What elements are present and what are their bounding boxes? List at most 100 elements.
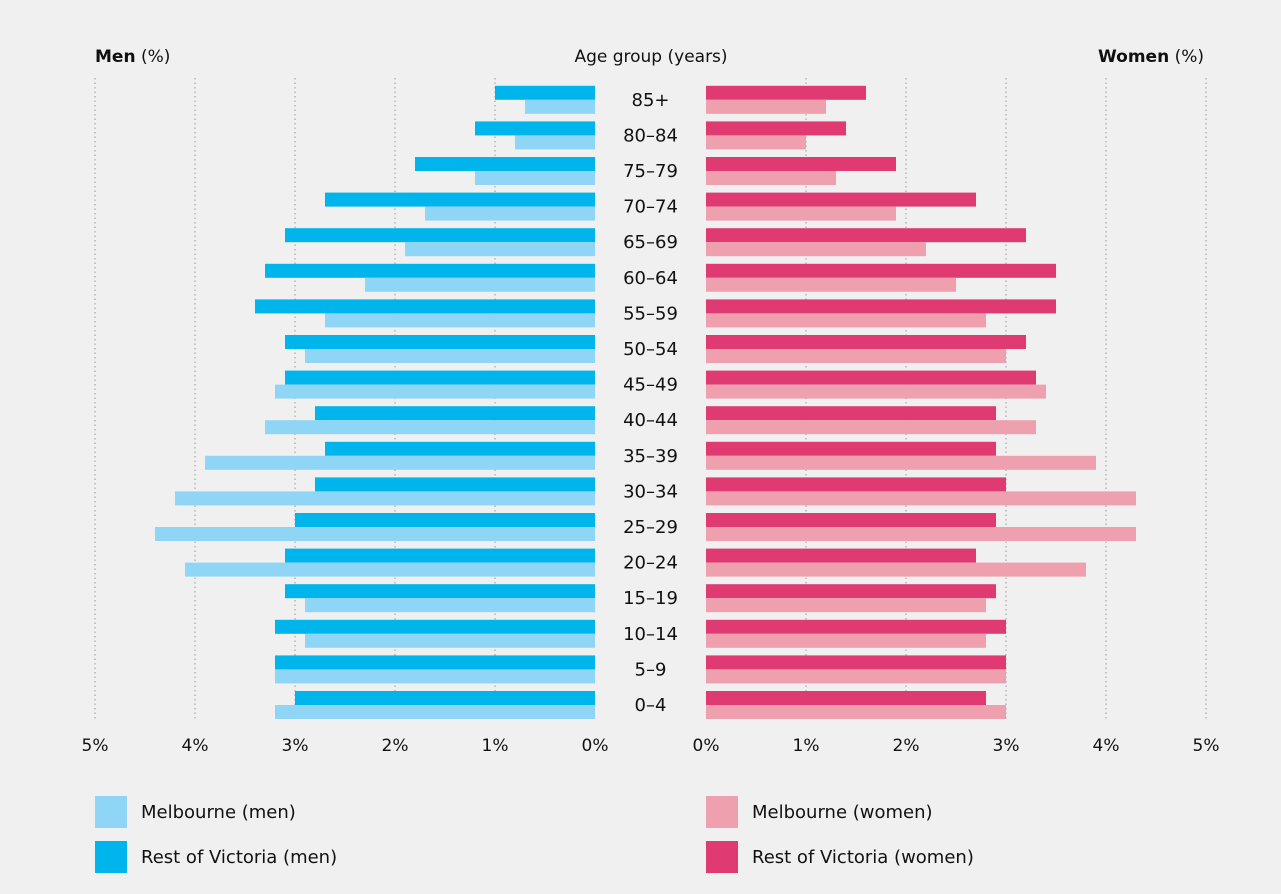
x-tick-label-men: 5% [82,736,109,756]
x-tick-label-men: 4% [182,736,209,756]
age-group-label: 65–69 [623,232,678,253]
bar-rest-of-victoria-women [706,192,976,207]
x-tick-label-women: 5% [1193,736,1220,756]
bar-melbourne-men [475,171,595,185]
bar-rest-of-victoria-men [325,441,595,456]
bar-rest-of-victoria-men [495,85,595,100]
bar-melbourne-women [706,242,926,257]
age-group-axis-title: Age group (years) [574,47,727,67]
bar-melbourne-men [305,633,595,648]
age-group-label: 15–19 [623,588,678,609]
women-axis-title: Women (%) [1098,47,1204,67]
x-tick-label-men: 2% [382,736,409,756]
age-group-label: 70–74 [623,197,678,218]
age-group-label: 0–4 [635,695,667,716]
bar-melbourne-men [305,598,595,613]
bar-rest-of-victoria-women [706,299,1056,314]
age-group-label: 45–49 [623,375,678,396]
bar-rest-of-victoria-women [706,513,996,527]
bar-melbourne-women [706,277,956,292]
age-group-label: 50–54 [623,339,678,360]
bar-melbourne-women [706,206,896,221]
age-group-label: 25–29 [623,517,678,538]
bar-rest-of-victoria-men [415,157,595,171]
bar-rest-of-victoria-men [265,263,595,278]
age-group-label: 75–79 [623,161,678,182]
bar-melbourne-women [706,527,1136,541]
bar-melbourne-women [706,135,806,150]
bar-melbourne-women [706,598,986,613]
bar-melbourne-women [706,420,1036,435]
bar-melbourne-women [706,491,1136,506]
legend-label: Melbourne (women) [752,802,933,823]
age-group-label: 40–44 [623,410,678,431]
x-tick-label-men: 0% [582,736,609,756]
x-tick-label-women: 1% [793,736,820,756]
bar-rest-of-victoria-men [295,691,595,705]
bar-rest-of-victoria-men [325,192,595,207]
bar-rest-of-victoria-women [706,370,1036,385]
age-group-label: 30–34 [623,481,678,502]
age-group-label: 80–84 [623,125,678,146]
bar-rest-of-victoria-men [315,477,595,492]
age-group-label: 20–24 [623,553,678,574]
bar-rest-of-victoria-women [706,548,976,563]
bar-rest-of-victoria-women [706,619,1006,634]
bar-rest-of-victoria-women [706,406,996,421]
bar-rest-of-victoria-women [706,655,1006,670]
legend-swatch [706,841,738,873]
bar-rest-of-victoria-men [475,121,595,136]
bar-melbourne-women [706,99,826,114]
bar-rest-of-victoria-men [295,513,595,527]
bar-melbourne-women [706,669,1006,684]
bar-melbourne-men [325,313,595,328]
bar-rest-of-victoria-women [706,157,896,171]
bar-melbourne-men [275,384,595,399]
x-tick-label-men: 3% [282,736,309,756]
age-group-label: 85+ [632,90,670,111]
bar-rest-of-victoria-men [285,584,595,599]
bar-melbourne-women [706,171,836,185]
legend-label: Melbourne (men) [141,802,296,823]
bar-melbourne-men [155,527,595,541]
bar-rest-of-victoria-women [706,263,1056,278]
bar-rest-of-victoria-men [285,335,595,349]
age-group-label: 10–14 [623,624,678,645]
bar-melbourne-women [706,705,1006,719]
bar-melbourne-men [515,135,595,150]
legend-label: Rest of Victoria (men) [141,847,337,868]
bar-rest-of-victoria-men [275,619,595,634]
bar-melbourne-men [425,206,595,221]
bar-rest-of-victoria-men [285,228,595,243]
age-group-label: 5–9 [635,659,667,680]
bar-melbourne-men [405,242,595,257]
bar-melbourne-women [706,455,1096,470]
legend-swatch [706,796,738,828]
x-tick-label-women: 0% [693,736,720,756]
bar-melbourne-men [365,277,595,292]
bar-rest-of-victoria-men [285,370,595,385]
age-group-label: 35–39 [623,446,678,467]
bar-rest-of-victoria-women [706,335,1026,349]
bar-rest-of-victoria-men [315,406,595,421]
bar-melbourne-men [305,349,595,363]
bar-melbourne-men [265,420,595,435]
bar-rest-of-victoria-women [706,441,996,456]
x-tick-label-men: 1% [482,736,509,756]
bar-melbourne-men [175,491,595,506]
bar-melbourne-women [706,633,986,648]
bar-rest-of-victoria-women [706,584,996,599]
bar-melbourne-women [706,562,1086,577]
bar-rest-of-victoria-women [706,228,1026,243]
bar-melbourne-men [525,99,595,114]
x-tick-label-women: 3% [993,736,1020,756]
legend-swatch [95,796,127,828]
age-group-label: 60–64 [623,268,678,289]
men-axis-title: Men (%) [95,47,170,67]
bar-melbourne-men [205,455,595,470]
bar-melbourne-women [706,313,986,328]
bar-melbourne-men [185,562,595,577]
bar-melbourne-women [706,349,1006,363]
